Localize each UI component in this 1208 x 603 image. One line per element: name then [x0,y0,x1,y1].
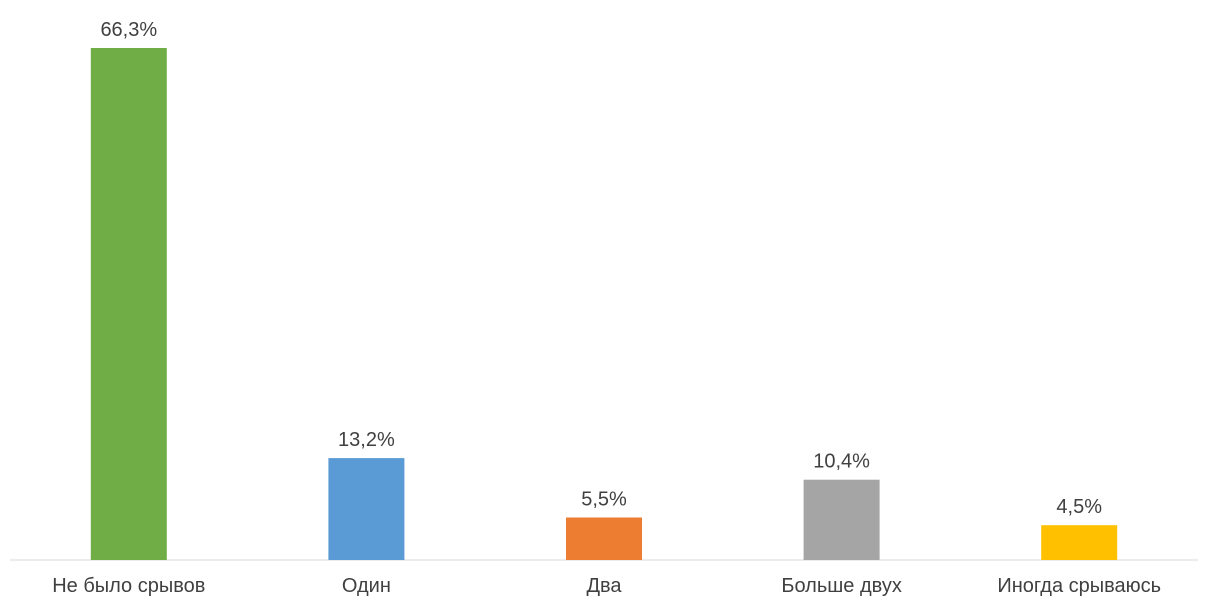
category-label-2: Один [342,575,391,597]
bars-layer [90,48,1118,560]
value-label-1: 66,3% [100,19,157,41]
value-labels-layer: 66,3% 13,2% 5,5% 10,4% 4,5% [100,19,1102,518]
bar-5 [1041,525,1118,560]
value-label-2: 13,2% [338,429,395,451]
bar-2 [328,458,405,560]
value-label-5: 4,5% [1056,496,1102,518]
category-labels-layer: Не было срывов Один Два Больше двух Иногда с… [52,575,1161,597]
category-label-1: Не было срывов [52,575,205,597]
category-label-4: Больше двух [781,575,901,597]
value-label-4: 10,4% [813,451,870,473]
category-label-5: Иногда срываюсь [997,575,1161,597]
bar-4 [803,479,880,560]
category-label-3: Два [586,575,622,597]
value-label-3: 5,5% [581,489,627,511]
bar-3 [566,517,642,560]
bar-1 [90,48,167,560]
